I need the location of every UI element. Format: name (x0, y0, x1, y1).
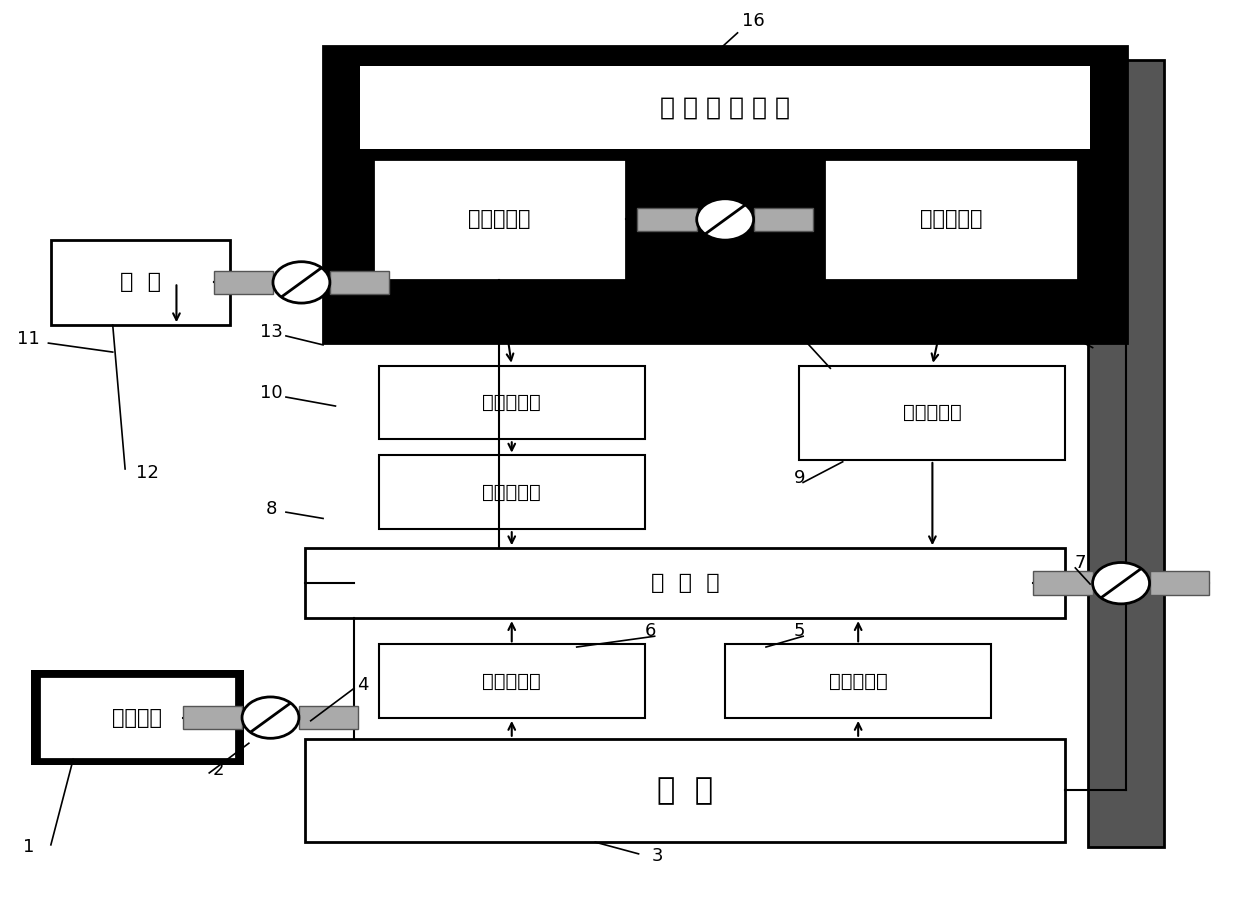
Text: 14: 14 (787, 323, 811, 341)
Bar (637, 207, 697, 231)
Text: 双 仓 电 加 热 器: 双 仓 电 加 热 器 (660, 96, 790, 119)
Bar (372, 159, 626, 281)
Bar (305, 548, 1065, 618)
Text: 12: 12 (136, 465, 159, 483)
Text: 预热气体仓: 预热气体仓 (920, 209, 982, 229)
Bar (182, 706, 242, 730)
Text: 4: 4 (357, 676, 368, 694)
Text: 预热气备仓: 预热气备仓 (469, 209, 531, 229)
Bar (378, 365, 645, 439)
Bar (725, 644, 991, 718)
Text: 15: 15 (1069, 323, 1091, 341)
Bar (825, 159, 1078, 281)
Text: 3: 3 (651, 847, 663, 865)
Bar (38, 676, 237, 759)
Bar (305, 739, 1065, 842)
Text: 压力传感器: 压力传感器 (828, 672, 888, 691)
Text: 1: 1 (22, 838, 35, 856)
Text: 13: 13 (259, 323, 283, 341)
Bar (51, 240, 231, 325)
Bar (378, 456, 645, 529)
Text: 9: 9 (794, 469, 805, 487)
Bar (1149, 572, 1209, 595)
Bar (1033, 572, 1092, 595)
Bar (299, 706, 358, 730)
Text: 压力传感器: 压力传感器 (482, 393, 541, 412)
Bar (324, 46, 1127, 343)
Circle shape (242, 697, 299, 739)
Text: 11: 11 (17, 329, 40, 347)
Bar (330, 271, 389, 294)
Text: 7: 7 (1075, 555, 1086, 573)
Text: 温度传感器: 温度传感器 (482, 483, 541, 502)
Text: 压力传感器: 压力传感器 (903, 403, 962, 422)
Text: 温度传感器: 温度传感器 (482, 672, 541, 691)
Text: 负压装置: 负压装置 (113, 708, 162, 728)
Text: 6: 6 (645, 621, 657, 640)
Bar (378, 644, 645, 718)
Text: 腹  腔: 腹 腔 (657, 776, 713, 805)
Text: 气  瓶: 气 瓶 (120, 272, 161, 292)
Bar (360, 66, 1090, 149)
Text: 10: 10 (260, 383, 283, 401)
Circle shape (273, 262, 330, 303)
Text: 2: 2 (212, 761, 223, 779)
Bar (754, 207, 813, 231)
Circle shape (1092, 563, 1149, 603)
Text: 控  制  器: 控 制 器 (651, 573, 719, 594)
Bar (1087, 60, 1164, 847)
Bar (213, 271, 273, 294)
Circle shape (697, 198, 754, 240)
Bar (800, 365, 1065, 460)
Text: 8: 8 (265, 501, 277, 519)
Text: 16: 16 (743, 12, 765, 30)
Bar (31, 670, 244, 765)
Text: 5: 5 (794, 621, 805, 640)
